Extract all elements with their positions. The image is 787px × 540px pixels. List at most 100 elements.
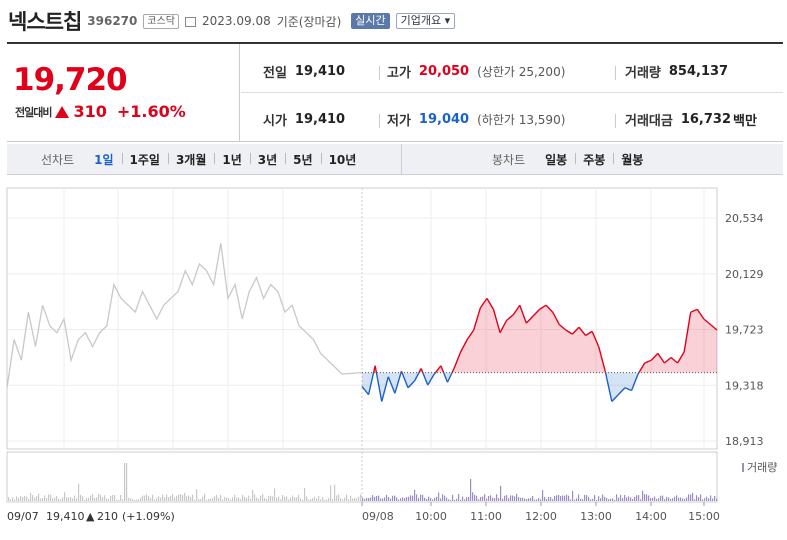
volume-bar: [288, 499, 290, 501]
volume-bar: [336, 495, 338, 501]
today-line-segment: [446, 372, 453, 383]
volume-bar: [238, 497, 240, 501]
tab-weekly-candle[interactable]: 주봉: [575, 151, 613, 168]
volume-bar: [194, 499, 196, 501]
tab-1d[interactable]: 1일: [94, 152, 114, 167]
today-line-segment: [690, 308, 698, 313]
volume-bar: [464, 499, 466, 501]
volume-legend-icon: [742, 463, 744, 472]
volume-bar: [172, 494, 174, 501]
volume-bar: [318, 496, 320, 501]
today-line-segment: [617, 387, 626, 396]
today-line-segment: [545, 304, 554, 313]
volume-bar: [644, 494, 646, 501]
volume-bar: [84, 499, 86, 501]
today-line-segment: [506, 314, 514, 321]
tab-1w[interactable]: 1주일: [121, 151, 168, 168]
open-label: 시가: [263, 114, 287, 129]
today-line-segment: [374, 365, 378, 373]
volume-bar: [50, 494, 52, 501]
volume-bar: [400, 498, 402, 501]
today-line-segment: [670, 356, 679, 364]
volume-bar: [98, 494, 100, 501]
low-cell: 저가 19,040 (하한가 13,590): [387, 110, 565, 129]
today-line-segment: [591, 331, 600, 347]
tab-5y[interactable]: 5년: [285, 151, 320, 168]
volume-bar: [410, 495, 412, 501]
y-tick-label: 19,318: [725, 379, 764, 392]
company-overview-button[interactable]: 기업개요 ▾: [395, 13, 456, 29]
prev-day-price: 19,410: [46, 510, 85, 523]
today-line-segment: [597, 346, 606, 372]
y-tick-label: 19,723: [725, 324, 764, 337]
volume-bar: [566, 494, 568, 501]
volume-bar: [686, 497, 688, 501]
volume-bar: [330, 485, 332, 501]
volume-bar: [460, 499, 462, 501]
today-line-segment: [663, 356, 672, 364]
volume-bar: [436, 496, 438, 501]
today-line-segment: [479, 297, 488, 309]
volume-bar: [498, 498, 500, 501]
volume-bar: [706, 496, 708, 501]
tab-daily-candle[interactable]: 일봉: [545, 152, 568, 167]
today-line-segment: [499, 320, 508, 334]
today-line-segment: [361, 385, 370, 396]
volume-bar: [338, 494, 340, 501]
volume-bar: [104, 495, 106, 501]
today-line-segment: [552, 311, 560, 325]
realtime-button[interactable]: 실시간: [351, 13, 390, 29]
volume-bar: [16, 496, 18, 501]
volume-bar: [516, 493, 518, 501]
volume-bar: [62, 497, 64, 501]
volume-bar: [698, 497, 700, 501]
volume-bar: [590, 499, 592, 501]
volume-bar: [206, 499, 208, 501]
volume-bar: [702, 499, 704, 501]
volume-bar: [432, 499, 434, 501]
tab-monthly-candle[interactable]: 월봉: [613, 151, 651, 168]
volume-bar: [252, 490, 254, 501]
volume-bar: [362, 497, 364, 501]
volume-bar: [230, 499, 232, 501]
volume-bar: [208, 498, 210, 501]
today-line-segment: [703, 318, 711, 326]
divider: [379, 114, 380, 128]
volume-bar: [298, 494, 300, 501]
high-value: 20,050: [418, 64, 470, 79]
volume-bar: [680, 497, 682, 501]
quote-basis: 기준(장마감): [276, 14, 342, 29]
volume-bar: [558, 494, 560, 501]
volume-bar: [580, 498, 582, 501]
y-axis-labels: 20,534 20,129 19,723 19,318 18,913: [725, 212, 764, 448]
today-line-segment: [381, 376, 389, 402]
volume-bar: [484, 494, 486, 501]
volume-bar: [86, 497, 88, 501]
volume-bar: [536, 499, 538, 501]
volume-bar: [684, 498, 686, 501]
tab-10y[interactable]: 10년: [320, 151, 365, 168]
volume-bar: [42, 498, 44, 501]
today-line-segment: [401, 372, 409, 389]
volume-bar: [114, 495, 116, 501]
volume-bar: [424, 497, 426, 501]
volume-bar: [204, 493, 206, 501]
volume-bar: [118, 499, 120, 501]
volume-bar: [692, 492, 694, 501]
volume-bar: [122, 499, 124, 501]
today-line-segment: [473, 307, 482, 331]
volume-bar: [178, 494, 180, 501]
tab-3m[interactable]: 3개월: [167, 151, 214, 168]
tab-1y[interactable]: 1년: [214, 151, 249, 168]
volume-bar: [632, 498, 634, 501]
today-line-segment: [696, 308, 705, 320]
x-tick-label: 09/08: [362, 510, 394, 523]
volume-bar: [556, 495, 558, 501]
volume-bar: [642, 490, 644, 501]
today-line-segment: [466, 329, 475, 341]
volume-bar: [186, 496, 188, 501]
tab-3y[interactable]: 3년: [249, 151, 285, 168]
volume-bar: [672, 498, 674, 501]
volume-bar: [38, 493, 40, 501]
volume-bar: [296, 497, 298, 501]
